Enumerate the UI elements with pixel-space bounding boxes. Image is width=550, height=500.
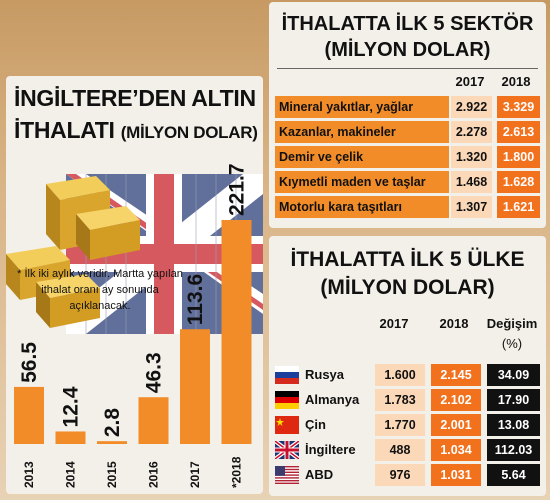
- sector-row: Kazanlar, makineler 2.278 2.613: [275, 121, 540, 143]
- country-name: Çin: [305, 417, 326, 432]
- bar-value-label: 2.8: [101, 408, 124, 438]
- country-value-2018: 1.034: [431, 439, 481, 461]
- country-table-unit: (MİLYON DOLAR): [320, 276, 495, 299]
- country-row: Çin 1.770 2.001 13.08: [275, 414, 540, 436]
- divider: [277, 68, 538, 69]
- sector-value-2018: 1.621: [497, 196, 540, 218]
- sector-table-title: İTHALATTA İLK 5 SEKTÖR: [281, 13, 534, 35]
- year-tick-label: 2015: [105, 461, 119, 488]
- chart-footnote: * İlk iki aylık veridir. Martta yapılan …: [17, 268, 183, 312]
- year-tick-label: 2017: [188, 461, 202, 488]
- country-value-2017: 1.600: [375, 364, 425, 386]
- sector-value-2017: 2.922: [451, 96, 492, 118]
- country-value-2017: 1.770: [375, 414, 425, 436]
- sector-header-2018: 2018: [501, 74, 531, 89]
- sector-label: Demir ve çelik: [275, 146, 449, 168]
- sector-label: Kazanlar, makineler: [275, 121, 449, 143]
- sector-value-2018: 3.329: [497, 96, 540, 118]
- country-header-percent: (%): [501, 336, 523, 351]
- chart-title-line2: İTHALATI: [14, 117, 115, 143]
- country-change-percent: 112.03: [487, 439, 540, 461]
- country-table-panel: İTHALATTA İLK 5 ÜLKE (MİLYON DOLAR) 2017…: [269, 236, 546, 496]
- bar-value-label: 113.6: [184, 274, 207, 325]
- sector-label: Motorlu kara taşıtları: [275, 196, 449, 218]
- country-header-change: Değişim: [486, 316, 538, 331]
- country-change-percent: 13.08: [487, 414, 540, 436]
- country-name: İngiltere: [305, 442, 356, 457]
- country-value-2017: 976: [375, 464, 425, 486]
- country-value-2017: 488: [375, 439, 425, 461]
- sector-row: Demir ve çelik 1.320 1.800: [275, 146, 540, 168]
- sector-table-panel: İTHALATTA İLK 5 SEKTÖR (MİLYON DOLAR) 20…: [269, 2, 546, 228]
- bar-2014: [55, 431, 86, 444]
- sector-row: Kıymetli maden ve taşlar 1.468 1.628: [275, 171, 540, 193]
- china-flag-icon: [275, 416, 299, 434]
- year-tick-label: 2013: [22, 461, 36, 488]
- country-name: Rusya: [305, 367, 345, 382]
- country-row: Rusya 1.600 2.145 34.09: [275, 364, 540, 386]
- sector-value-2018: 1.628: [497, 171, 540, 193]
- country-row: ABD 976 1.031 5.64: [275, 464, 540, 486]
- sector-value-2018: 2.613: [497, 121, 540, 143]
- chart-title: İNGİLTERE’DEN ALTIN İTHALATI (MİLYON DOL…: [14, 82, 258, 149]
- sector-table-unit: (MİLYON DOLAR): [324, 39, 491, 61]
- sector-header-2017: 2017: [455, 74, 485, 89]
- country-value-2018: 2.001: [431, 414, 481, 436]
- chart-title-line1: İNGİLTERE’DEN ALTIN: [14, 85, 256, 111]
- gold-import-bar-chart: 56.5 2013 12.4 2014 2.8 2015 46.3 2016 113.6 2017…: [14, 163, 252, 488]
- country-row: Almanya 1.783 2.102 17.90: [275, 389, 540, 411]
- sector-value-2018: 1.800: [497, 146, 540, 168]
- country-header-2018: 2018: [439, 316, 469, 331]
- russia-flag-icon: [275, 366, 299, 384]
- bar-2018: [221, 220, 252, 444]
- germany-flag-icon: [275, 391, 299, 409]
- bar-2016: [138, 397, 169, 444]
- country-value-2018: 2.102: [431, 389, 481, 411]
- country-value-2017: 1.783: [375, 389, 425, 411]
- year-tick-label: *2018: [230, 456, 244, 488]
- country-name: ABD: [305, 467, 334, 482]
- bar-2015: [97, 441, 127, 444]
- country-name: Almanya: [305, 392, 360, 407]
- country-change-percent: 5.64: [487, 464, 540, 486]
- sector-label: Kıymetli maden ve taşlar: [275, 171, 449, 193]
- sector-value-2017: 1.468: [451, 171, 492, 193]
- chart-title-unit: (MİLYON DOLAR): [120, 123, 258, 142]
- sector-row: Mineral yakıtlar, yağlar 2.922 3.329: [275, 96, 540, 118]
- country-row: İngiltere 488 1.034 112.03: [275, 439, 540, 461]
- sector-value-2017: 1.320: [451, 146, 492, 168]
- bar-2013: [14, 386, 44, 444]
- usa-flag-icon: [275, 466, 299, 484]
- gold-import-panel: İNGİLTERE’DEN ALTIN İTHALATI (MİLYON DOL…: [6, 76, 263, 494]
- sector-label: Mineral yakıtlar, yağlar: [275, 96, 449, 118]
- bar-value-label: 221.7: [226, 163, 249, 216]
- uk-flag-icon: [275, 441, 299, 459]
- bar-value-label: 12.4: [60, 386, 83, 427]
- country-change-percent: 17.90: [487, 389, 540, 411]
- country-table-title: İTHALATTA İLK 5 ÜLKE: [290, 248, 525, 271]
- year-tick-label: 2016: [147, 461, 161, 488]
- country-value-2018: 1.031: [431, 464, 481, 486]
- country-change-percent: 34.09: [487, 364, 540, 386]
- sector-value-2017: 2.278: [451, 121, 492, 143]
- country-header-2017: 2017: [379, 316, 409, 331]
- country-value-2018: 2.145: [431, 364, 481, 386]
- sector-row: Motorlu kara taşıtları 1.307 1.621: [275, 196, 540, 218]
- bar-2017: [180, 329, 210, 444]
- sector-value-2017: 1.307: [451, 196, 492, 218]
- year-tick-label: 2014: [64, 461, 78, 488]
- bar-value-label: 56.5: [18, 342, 41, 383]
- bar-value-label: 46.3: [143, 352, 166, 393]
